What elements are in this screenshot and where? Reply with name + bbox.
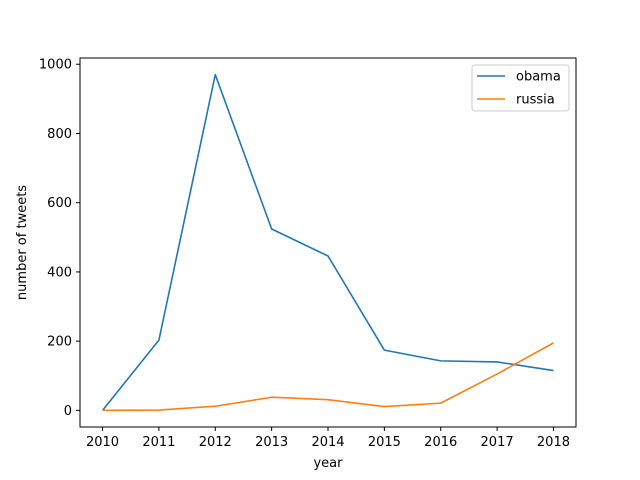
y-tick-label: 200 [47,335,72,350]
x-tick-label: 2010 [86,435,119,450]
x-tick-label: 2017 [481,435,514,450]
y-axis-label: number of tweets [15,185,30,300]
legend-label-russia: russia [516,93,555,108]
series-line-obama [101,73,554,411]
x-tick-label: 2014 [311,435,344,450]
series-line-russia [102,342,554,412]
y-tick-label: 600 [47,196,72,211]
x-tick-label: 2015 [368,435,401,450]
series-lines [101,73,554,412]
legend: obama russia [471,64,570,112]
plot-area [79,57,577,428]
x-tick-label: 2013 [255,435,288,450]
x-axis-label: year [313,456,343,471]
y-tick-label: 400 [47,265,72,280]
y-tick-label: 800 [47,127,72,142]
x-tick-label: 2011 [142,435,175,450]
x-tick-label: 2016 [424,435,457,450]
y-axis: 0 200 400 600 800 1000 [39,58,80,419]
x-axis: 2010 2011 2012 2013 2014 2015 2016 2017 2018 [86,427,570,450]
y-tick-label: 0 [64,404,72,419]
legend-label-obama: obama [516,70,561,85]
x-tick-label: 2018 [537,435,570,450]
x-tick-label: 2012 [199,435,232,450]
y-tick-label: 1000 [39,58,72,73]
